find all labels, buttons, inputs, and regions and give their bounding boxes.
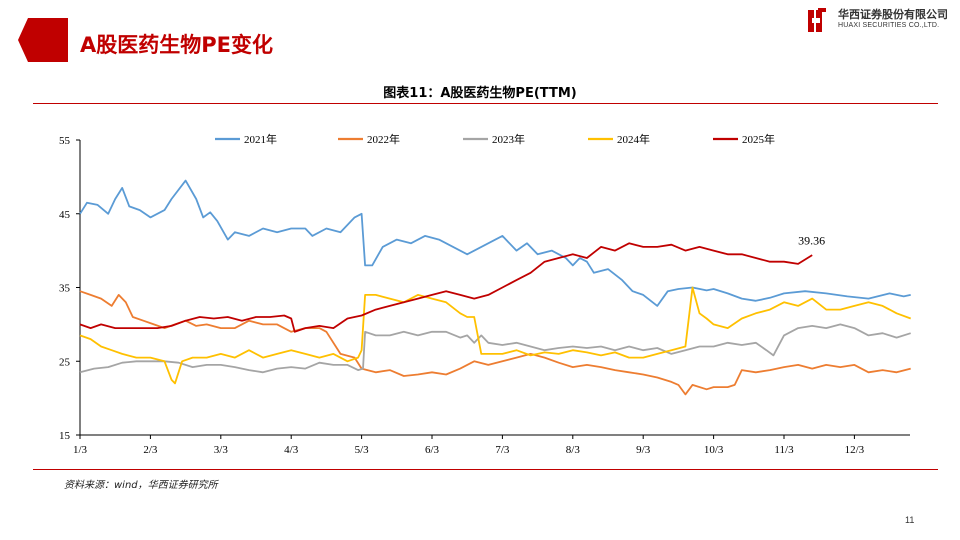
legend-label-5: 2025年 bbox=[742, 132, 775, 146]
series-line-4 bbox=[79, 286, 912, 385]
x-tick-label: 5/3 bbox=[355, 444, 370, 456]
x-tick-label: 10/3 bbox=[704, 444, 724, 456]
company-name-cn: 华西证券股份有限公司 bbox=[838, 8, 948, 21]
x-tick-label: 9/3 bbox=[636, 444, 651, 456]
x-tick-label: 8/3 bbox=[566, 444, 581, 456]
y-tick-label: 15 bbox=[59, 430, 71, 442]
legend-label-3: 2023年 bbox=[492, 132, 525, 146]
chart-legend: 2021年 2022年 2023年 2024年 2025年 bbox=[215, 132, 775, 146]
x-tick-label: 3/3 bbox=[214, 444, 229, 456]
x-tick-label: 12/3 bbox=[845, 444, 865, 456]
company-name-en: HUAXI SECURITIES CO.,LTD. bbox=[838, 22, 940, 29]
page-title: A股医药生物PE变化 bbox=[80, 33, 273, 57]
y-tick-label: 45 bbox=[59, 209, 71, 221]
legend-label-1: 2021年 bbox=[244, 132, 277, 146]
y-tick-label: 35 bbox=[59, 283, 71, 295]
x-tick-label: 4/3 bbox=[284, 444, 299, 456]
y-tick-label: 25 bbox=[59, 356, 71, 368]
company-logo-icon bbox=[808, 8, 826, 32]
source-note: 资料来源：wind，华西证券研究所 bbox=[64, 480, 218, 491]
series-line-2 bbox=[79, 290, 911, 396]
legend-label-4: 2024年 bbox=[617, 132, 650, 146]
page-number: 11 bbox=[905, 515, 915, 525]
source-divider bbox=[33, 469, 938, 470]
series-line-1 bbox=[79, 179, 911, 307]
x-tick-label: 1/3 bbox=[73, 444, 88, 456]
y-tick-label: 55 bbox=[59, 135, 71, 147]
x-tick-label: 7/3 bbox=[495, 444, 510, 456]
x-tick-label: 6/3 bbox=[425, 444, 440, 456]
chart-title: 图表11：A股医药生物PE(TTM) bbox=[383, 86, 577, 101]
x-tick-label: 2/3 bbox=[143, 444, 158, 456]
chart-annotations: 39.36 bbox=[798, 233, 825, 247]
series-line-3 bbox=[79, 323, 911, 374]
series-line-5 bbox=[79, 242, 813, 333]
title-divider bbox=[33, 103, 938, 104]
header-accent-shape bbox=[18, 18, 68, 62]
data-label: 39.36 bbox=[798, 233, 825, 247]
legend-label-2: 2022年 bbox=[367, 132, 400, 146]
chart-series bbox=[79, 179, 912, 396]
x-tick-label: 11/3 bbox=[774, 444, 794, 456]
chart-axes: 15 25 35 45 55 1/3 2/3 3/3 4/3 5/3 6/3 7/3 8/3 9/3 10/… bbox=[59, 135, 910, 456]
